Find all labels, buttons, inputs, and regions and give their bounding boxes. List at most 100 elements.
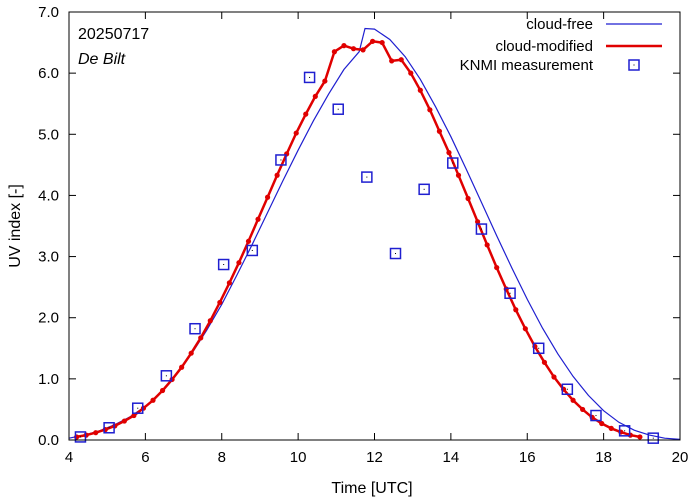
y-tick-label: 0.0 (38, 432, 59, 449)
knmi-measurement-center (538, 347, 540, 349)
cloud-modified-point (217, 299, 223, 306)
knmi-measurement-center (595, 415, 597, 417)
legend: cloud-free cloud-modified KNMI measureme… (460, 16, 662, 74)
knmi-measurement-center (452, 162, 454, 164)
knmi-measurement-point (561, 383, 574, 396)
cloud-modified-point (522, 326, 528, 332)
legend-label-cloud-free: cloud-free (526, 16, 593, 33)
x-tick-label: 8 (218, 449, 226, 466)
x-axis-label: Time [UTC] (331, 480, 412, 497)
cloud-modified-point (446, 150, 452, 156)
cloud-modified-point (455, 172, 462, 178)
ticks-layer: 4 6 8 10 12 14 16 18 20 0.0 1.0 2.0 3.0 4.0 5.0 6.0 7.0 (38, 4, 688, 466)
knmi-measurement-point (303, 71, 316, 84)
knmi-measurement-point (332, 103, 344, 115)
cloud-modified-point (475, 219, 481, 225)
y-tick-label: 2.0 (38, 310, 59, 327)
cloud-modified-point (293, 130, 299, 136)
knmi-measurement-center (566, 388, 568, 390)
y-tick-label: 7.0 (38, 4, 59, 21)
knmi-measurement-point (618, 425, 631, 437)
cloud-modified-point (274, 172, 280, 178)
y-tick-label: 1.0 (38, 371, 59, 388)
knmi-measurement-point (418, 183, 430, 196)
x-tick-label: 14 (443, 449, 460, 466)
series-layer (68, 27, 681, 444)
cloud-modified-point (245, 238, 252, 244)
cloud-modified-point (360, 47, 366, 53)
knmi-measurement-point (504, 287, 516, 300)
knmi-measurement-center (366, 176, 368, 178)
knmi-measurement-center (79, 436, 81, 438)
knmi-measurement-point (217, 258, 230, 271)
knmi-measurement-point (590, 409, 602, 422)
knmi-measurement-center (337, 108, 339, 110)
knmi-measurement-point (246, 244, 259, 257)
location-annotation: De Bilt (78, 51, 126, 68)
cloud-modified-point (398, 57, 404, 63)
legend-label-knmi: KNMI measurement (460, 57, 594, 74)
cloud-modified-point (303, 111, 309, 117)
x-tick-label: 10 (290, 449, 307, 466)
cloud-modified-point (541, 359, 548, 365)
x-tick-label: 16 (519, 449, 536, 466)
legend-swatch-knmi (628, 59, 640, 71)
knmi-measurement-center (509, 292, 511, 294)
cloud-modified-point (484, 242, 490, 248)
knmi-measurement-center (137, 407, 139, 409)
knmi-measurement-point (447, 157, 459, 169)
cloud-modified-point (255, 216, 261, 222)
cloud-modified-point (580, 406, 586, 413)
cloud-modified-point (608, 425, 614, 431)
cloud-modified-point (150, 397, 156, 403)
knmi-measurement-center (280, 159, 282, 161)
cloud-modified-point (331, 49, 338, 55)
y-tick-label: 6.0 (38, 65, 59, 82)
knmi-measurement-point (131, 402, 144, 414)
cloud-modified-point (417, 87, 423, 93)
y-tick-label: 5.0 (38, 126, 59, 143)
legend-swatch-knmi-dot (633, 64, 635, 66)
cloud-modified-point (198, 335, 204, 341)
cloud-modified-point (427, 107, 433, 113)
cloud-modified-point (513, 307, 519, 313)
y-tick-label: 4.0 (38, 187, 59, 204)
cloud-modified-point (159, 387, 166, 394)
knmi-measurement-point (160, 370, 173, 382)
knmi-measurement-center (480, 228, 482, 230)
knmi-measurement-center (309, 76, 311, 78)
knmi-measurement-center (624, 430, 626, 432)
x-tick-label: 6 (141, 449, 149, 466)
cloud-modified-point (637, 434, 643, 440)
knmi-measurement-point (647, 432, 660, 444)
cloud-modified-point (494, 264, 500, 271)
knmi-measurement-center (194, 328, 196, 330)
knmi-measurement-center (108, 427, 110, 429)
cloud-modified-point (369, 38, 376, 44)
cloud-modified-point (322, 78, 328, 84)
cloud-modified-point (179, 364, 185, 370)
cloud-modified-point (226, 280, 232, 286)
cloud-modified-point (341, 43, 347, 49)
x-tick-label: 20 (672, 449, 689, 466)
cloud-modified-point (570, 397, 576, 403)
cloud-modified-point (264, 194, 271, 200)
date-annotation: 20250717 (78, 26, 149, 43)
cloud-modified-point (465, 195, 471, 202)
knmi-measurement-point (475, 223, 488, 235)
cloud-modified-point (599, 420, 605, 427)
x-tick-label: 12 (366, 449, 383, 466)
y-tick-label: 3.0 (38, 249, 59, 266)
knmi-measurement-point (361, 171, 373, 183)
knmi-measurement-center (423, 188, 425, 190)
cloud-modified-point (131, 412, 137, 419)
knmi-measurement-point (275, 154, 287, 166)
x-tick-label: 18 (595, 449, 612, 466)
knmi-measurement-center (223, 264, 225, 266)
cloud-modified-point (312, 93, 318, 99)
knmi-measurement-point (74, 431, 87, 443)
x-tick-label: 4 (65, 449, 73, 466)
cloud-modified-point (551, 374, 557, 380)
cloud-modified-point (436, 128, 443, 134)
